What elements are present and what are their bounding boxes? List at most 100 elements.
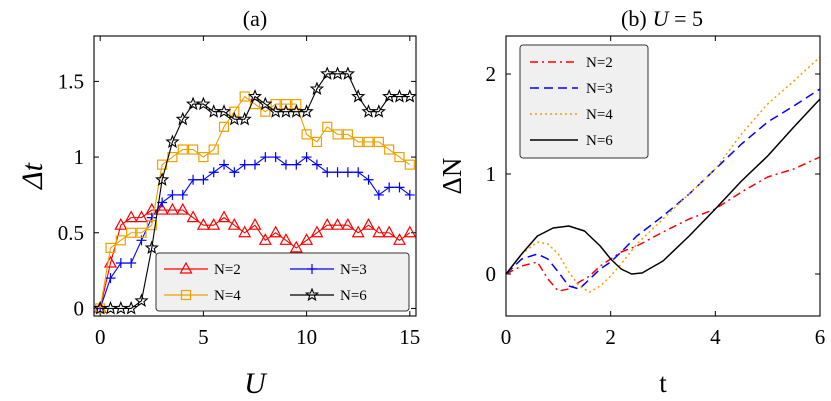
panel-a-point-n-3 xyxy=(373,189,384,200)
panel-b-legend-label-n-3: N=3 xyxy=(586,81,613,97)
panel-a-point-n-6 xyxy=(309,81,325,96)
panel-a-point-n-2 xyxy=(124,210,138,223)
panel-a-point-n-3 xyxy=(250,159,260,170)
panel-a-point-n-3 xyxy=(260,152,271,163)
panel-a-point-n-2 xyxy=(310,225,324,238)
panel-a-point-n-2 xyxy=(186,210,200,223)
panel-a-point-n-2 xyxy=(269,225,283,238)
panel-a-point-n-6 xyxy=(247,89,263,103)
panel-b-series-n-6 xyxy=(505,98,821,275)
panel-b-legend-label-n-4: N=4 xyxy=(586,107,613,123)
panel-b-legend-item-n-2: N=2 xyxy=(530,55,613,71)
panel-a-point-n-3 xyxy=(394,182,405,193)
panel-a-point-n-2 xyxy=(362,217,376,230)
panel-a-point-n-3 xyxy=(332,167,343,178)
panel-a-point-n-3 xyxy=(342,167,353,178)
panel-a-point-n-4 xyxy=(136,227,147,238)
panel-a-point-n-3 xyxy=(239,159,250,170)
panel-a-point-n-2 xyxy=(279,233,293,245)
panel-a-series-group xyxy=(93,66,417,315)
panel-a-ytick-label: 1 xyxy=(74,145,85,169)
panel-a-point-n-2 xyxy=(341,217,355,230)
panel-a-point-n-3 xyxy=(270,152,281,163)
panel-a-point-n-6 xyxy=(402,89,417,103)
panel-b-line-n-3 xyxy=(505,88,821,290)
panel-a-legend-marker-n-4 xyxy=(180,289,192,301)
panel-a-point-n-4 xyxy=(332,129,343,140)
panel-a-legend-box xyxy=(155,252,410,312)
panel-a-point-n-6 xyxy=(258,96,273,111)
panel-a-point-n-4 xyxy=(280,99,292,110)
panel-a-point-n-2 xyxy=(176,202,190,215)
panel-a-point-n-6 xyxy=(134,293,149,307)
panel-a-point-n-4 xyxy=(126,227,137,238)
panel-a-legend-item-n-6: N=6 xyxy=(290,287,367,304)
panel-a-point-n-4 xyxy=(342,129,353,140)
panel-a-title: (a) xyxy=(243,6,267,31)
panel-a-point-n-3 xyxy=(301,152,312,163)
panel-a-axes xyxy=(93,35,417,317)
panel-a-point-n-2 xyxy=(114,217,128,230)
panel-b-legend: N=2 N=3 N=4 N=6 xyxy=(519,44,649,159)
panel-a-point-n-4 xyxy=(291,99,302,110)
panel-a-point-n-6 xyxy=(154,172,170,186)
panel-b-xtick-label: 4 xyxy=(710,325,721,349)
panel-a-point-n-4 xyxy=(311,136,323,148)
panel-b-series-group xyxy=(505,56,821,293)
panel-a-point-n-6 xyxy=(351,89,366,103)
panel-a-point-n-6 xyxy=(382,89,397,103)
panel-a-point-n-4 xyxy=(198,151,209,163)
panel-a-point-n-6 xyxy=(320,66,335,80)
panel-a-point-n-4 xyxy=(218,121,230,132)
panel-b-legend-item-n-3: N=3 xyxy=(530,81,613,97)
panel-b-legend-label-n-2: N=2 xyxy=(586,55,613,71)
panel-a-legend: N=2 N=3 N=4 N=6 xyxy=(155,252,410,312)
panel-a-point-n-2 xyxy=(351,225,365,238)
panel-a-point-n-6 xyxy=(371,104,386,118)
panel-a-point-n-3 xyxy=(311,159,322,170)
panel-a-point-n-3 xyxy=(177,189,188,200)
panel-a-point-n-4 xyxy=(239,91,250,102)
panel-a-point-n-6 xyxy=(144,240,159,254)
panel-a-point-n-2 xyxy=(207,217,221,230)
panel-a-point-n-2 xyxy=(155,202,169,215)
panel-a-point-n-2 xyxy=(227,217,241,230)
panel-b-series-n-4 xyxy=(505,56,821,293)
panel-b: (b) U = 5 0 2 4 6 0 1 2 t ΔN N=2 N=3 N=4 N=6 xyxy=(437,6,825,398)
panel-a-point-n-2 xyxy=(320,217,334,230)
panel-a-point-n-4 xyxy=(353,136,364,148)
panel-a-point-n-4 xyxy=(187,144,199,155)
panel-a-legend-label-n-4: N=4 xyxy=(214,288,241,304)
panel-a-legend-item-n-2: N=2 xyxy=(164,261,241,278)
panel-a-point-n-3 xyxy=(198,174,209,185)
panel-b-ytick-label: 2 xyxy=(486,62,497,86)
panel-a-ylabel: Δt xyxy=(16,162,49,190)
panel-a-point-n-3 xyxy=(188,174,199,185)
panel-a-xtick-label: 5 xyxy=(198,325,209,349)
panel-b-line-n-4 xyxy=(505,56,821,293)
panel-a-legend-marker-n-6 xyxy=(304,287,320,302)
panel-b-legend-item-n-6: N=6 xyxy=(530,133,613,149)
panel-a-point-n-2 xyxy=(165,202,179,215)
panel-a-point-n-2 xyxy=(403,225,417,238)
panel-a-point-n-6 xyxy=(392,89,407,103)
panel-a-point-n-3 xyxy=(105,273,116,284)
panel-b-legend-box xyxy=(519,44,649,159)
panel-b-xlabel: t xyxy=(659,368,667,398)
panel-a-xtick-label: 0 xyxy=(95,325,106,349)
panel-b-legend-item-n-4: N=4 xyxy=(530,107,613,123)
panel-a-point-n-2 xyxy=(258,233,272,245)
panel-a-legend-marker-n-2 xyxy=(179,261,193,274)
panel-b-line-n-2 xyxy=(505,156,821,292)
panel-b-series-n-3 xyxy=(505,88,821,290)
panel-a-point-n-2 xyxy=(217,210,231,223)
panel-b-ytick-label: 0 xyxy=(486,262,497,286)
panel-a-point-n-6 xyxy=(237,111,252,126)
panel-a-point-n-3 xyxy=(219,159,230,170)
panel-a-point-n-6 xyxy=(196,96,211,111)
panel-a-legend-item-n-3: N=3 xyxy=(290,262,367,278)
panel-a-point-n-4 xyxy=(208,144,219,155)
panel-a-point-n-6 xyxy=(175,111,190,126)
panel-a-point-n-4 xyxy=(363,136,374,148)
